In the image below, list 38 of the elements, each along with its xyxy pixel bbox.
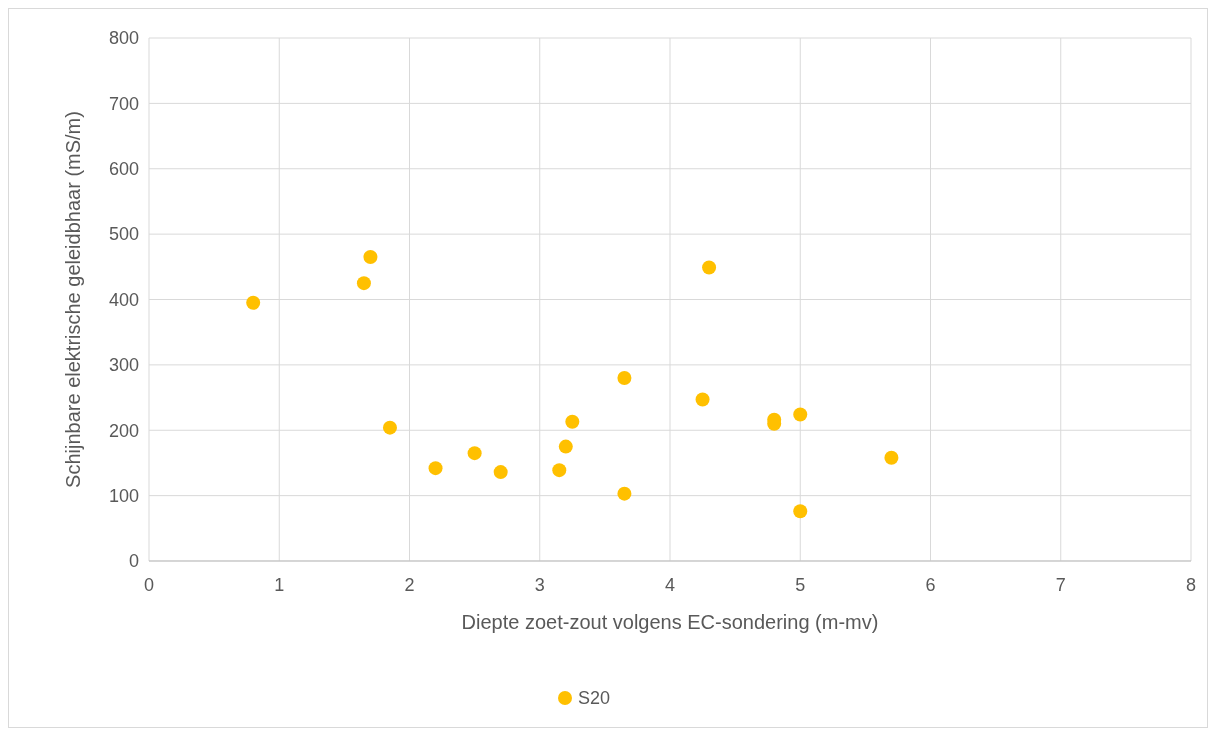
point [363, 250, 378, 265]
x-tick-label: 5 [795, 575, 806, 595]
y-tick-label: 100 [108, 485, 139, 506]
y-tick-label: 600 [108, 159, 139, 180]
x-tick-label: 6 [925, 575, 936, 595]
x-tick-label: 4 [664, 575, 676, 595]
legend-label: S20 [578, 688, 611, 709]
y-tick-label: 400 [108, 289, 139, 310]
x-tick-label: 3 [534, 575, 545, 595]
point [428, 461, 443, 476]
x-tick-label: 1 [274, 575, 285, 595]
point [356, 276, 371, 291]
y-tick-label: 500 [108, 224, 139, 245]
y-tick-label: 0 [128, 551, 139, 572]
point [382, 420, 397, 435]
point [467, 446, 482, 461]
point [793, 504, 808, 519]
point [695, 392, 710, 407]
y-axis-title: Schijnbare elektrische geleidbhaar (mS/m) [62, 111, 84, 488]
y-tick-label: 200 [108, 420, 139, 441]
y-tick-label: 700 [108, 93, 139, 114]
point [793, 407, 808, 422]
y-tick-label: 300 [108, 355, 139, 376]
x-axis-title: Diepte zoet-zout volgens EC-sondering (m-mv) [461, 611, 879, 633]
point [565, 414, 580, 429]
point [617, 370, 632, 385]
point [552, 463, 567, 478]
point [493, 465, 508, 480]
x-tick-label: 0 [143, 575, 155, 595]
x-tick-label: 7 [1055, 575, 1066, 595]
point [702, 260, 717, 275]
point [617, 486, 632, 501]
point [884, 450, 899, 465]
point [558, 439, 573, 454]
x-tick-label: 2 [404, 575, 415, 595]
point [246, 295, 261, 310]
y-tick-label: 800 [108, 28, 139, 49]
x-tick-label: 8 [1185, 575, 1197, 595]
